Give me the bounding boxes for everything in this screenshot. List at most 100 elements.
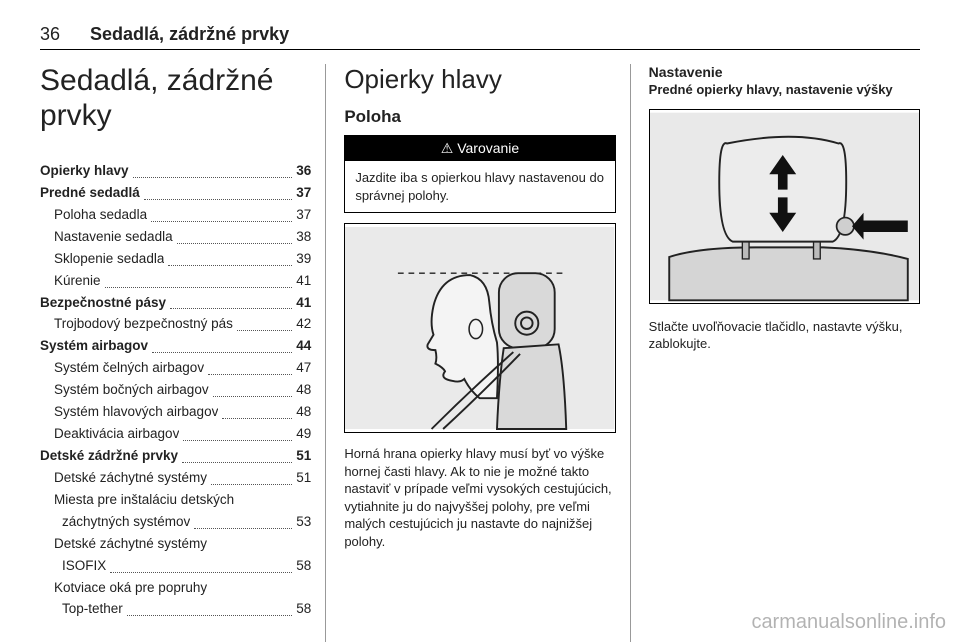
warning-label: Varovanie [457, 140, 519, 156]
toc-row: Systém airbagov 44 [40, 336, 311, 357]
page-header: 36 Sedadlá, zádržné prvky [40, 24, 920, 50]
toc-dots [168, 249, 292, 266]
toc-row: Opierky hlavy36 [40, 161, 311, 182]
page-number: 36 [40, 24, 60, 45]
toc-dots [144, 183, 293, 200]
toc-dots [183, 424, 292, 441]
warning-text: Jazdite iba s opierkou hlavy nastavenou … [345, 161, 614, 212]
toc-row: Systém čelných airbagov 47 [40, 358, 311, 379]
toc-page: 51 [296, 446, 311, 467]
position-caption: Horná hrana opierky hlavy musí byť vo vý… [344, 445, 615, 550]
toc-dots [177, 227, 293, 244]
watermark: carmanualsonline.info [751, 611, 946, 634]
toc-label: Opierky hlavy [40, 161, 129, 182]
warning-heading: ⚠ Varovanie [345, 136, 614, 161]
toc-row: Detské záchytné systémy 51 [40, 468, 311, 489]
toc-label: Poloha sedadla [40, 205, 147, 226]
toc-row: Kúrenie 41 [40, 271, 311, 292]
toc-dots [194, 512, 292, 529]
toc-page: 48 [296, 380, 311, 401]
column-headrest-position: Opierky hlavy Poloha ⚠ Varovanie Jazdite… [344, 64, 630, 642]
toc-label: Detské záchytné systémy [40, 534, 207, 555]
manual-page: 36 Sedadlá, zádržné prvky Sedadlá, zádrž… [0, 0, 960, 642]
toc-label: Systém bočných airbagov [40, 380, 209, 401]
toc-label: Systém čelných airbagov [40, 358, 204, 379]
toc-label: Bezpečnostné pásy [40, 293, 166, 314]
warning-icon: ⚠ [441, 140, 454, 156]
toc-page: 37 [296, 205, 311, 226]
toc-label: Nastavenie sedadla [40, 227, 173, 248]
toc-row: Detské zádržné prvky 51 [40, 446, 311, 467]
toc-label: Top-tether [40, 599, 123, 620]
column-headrest-adjust: Nastavenie Predné opierky hlavy, nastave… [649, 64, 920, 642]
toc-page: 47 [296, 358, 311, 379]
toc-dots [170, 293, 292, 310]
toc-row: Nastavenie sedadla 38 [40, 227, 311, 248]
columns: Sedadlá, zádržné prvky Opierky hlavy36Pr… [40, 64, 920, 642]
toc-dots [151, 205, 292, 222]
toc-page: 51 [296, 468, 311, 489]
section-title: Sedadlá, zádržné prvky [90, 24, 289, 45]
toc-page: 58 [296, 556, 311, 577]
headrest-title: Opierky hlavy [344, 64, 615, 95]
toc-page: 44 [296, 336, 311, 357]
toc-dots [237, 314, 292, 331]
toc-label: záchytných systémov [40, 512, 190, 533]
warning-box: ⚠ Varovanie Jazdite iba s opierkou hlavy… [344, 135, 615, 213]
toc-page: 49 [296, 424, 311, 445]
toc-page: 58 [296, 599, 311, 620]
adjust-caption: Stlačte uvoľňovacie tlačidlo, nastavte v… [649, 318, 920, 353]
toc-dots [127, 599, 293, 616]
toc-page: 48 [296, 402, 311, 423]
toc-row: Miesta pre inštaláciu detských [40, 490, 311, 511]
toc-row: Detské záchytné systémy [40, 534, 311, 555]
toc-row: Systém hlavových airbagov 48 [40, 402, 311, 423]
toc-dots [105, 271, 293, 288]
toc-label: Systém airbagov [40, 336, 148, 357]
toc-row: Sklopenie sedadla 39 [40, 249, 311, 270]
toc-label: Predné sedadlá [40, 183, 140, 204]
toc-row: záchytných systémov 53 [40, 512, 311, 533]
toc-page: 38 [296, 227, 311, 248]
toc-row: Top-tether 58 [40, 599, 311, 620]
toc-dots [222, 402, 292, 419]
toc-dots [208, 358, 292, 375]
toc-label: Systém hlavových airbagov [40, 402, 218, 423]
toc-page: 42 [296, 314, 311, 335]
toc-page: 41 [296, 271, 311, 292]
table-of-contents: Opierky hlavy36Predné sedadlá37Poloha se… [40, 161, 311, 621]
headrest-adjust-illustration [649, 109, 920, 304]
adjust-subtitle: Predné opierky hlavy, nastavenie výšky [649, 82, 920, 99]
toc-page: 39 [296, 249, 311, 270]
toc-row: Poloha sedadla 37 [40, 205, 311, 226]
toc-dots [213, 380, 293, 397]
adjust-title: Nastavenie [649, 64, 920, 80]
toc-dots [133, 161, 293, 178]
headrest-position-illustration [344, 223, 615, 433]
toc-label: Detské zádržné prvky [40, 446, 178, 467]
toc-row: Deaktivácia airbagov 49 [40, 424, 311, 445]
toc-dots [211, 468, 292, 485]
toc-label: Deaktivácia airbagov [40, 424, 179, 445]
position-subhead: Poloha [344, 107, 615, 127]
toc-row: Kotviace oká pre popruhy [40, 578, 311, 599]
toc-label: Trojbodový bezpečnostný pás [40, 314, 233, 335]
toc-label: Kúrenie [40, 271, 101, 292]
toc-dots [152, 336, 292, 353]
toc-row: Predné sedadlá 37 [40, 183, 311, 204]
toc-label: Detské záchytné systémy [40, 468, 207, 489]
toc-label: ISOFIX [40, 556, 106, 577]
toc-row: Systém bočných airbagov 48 [40, 380, 311, 401]
toc-page: 37 [296, 183, 311, 204]
toc-page: 53 [296, 512, 311, 533]
toc-dots [182, 446, 292, 463]
toc-label: Miesta pre inštaláciu detských [40, 490, 234, 511]
toc-dots [110, 556, 292, 573]
chapter-title: Sedadlá, zádržné prvky [40, 64, 311, 133]
toc-page: 41 [296, 293, 311, 314]
toc-row: ISOFIX 58 [40, 556, 311, 577]
toc-label: Sklopenie sedadla [40, 249, 164, 270]
column-toc: Sedadlá, zádržné prvky Opierky hlavy36Pr… [40, 64, 326, 642]
toc-row: Trojbodový bezpečnostný pás 42 [40, 314, 311, 335]
toc-row: Bezpečnostné pásy 41 [40, 293, 311, 314]
